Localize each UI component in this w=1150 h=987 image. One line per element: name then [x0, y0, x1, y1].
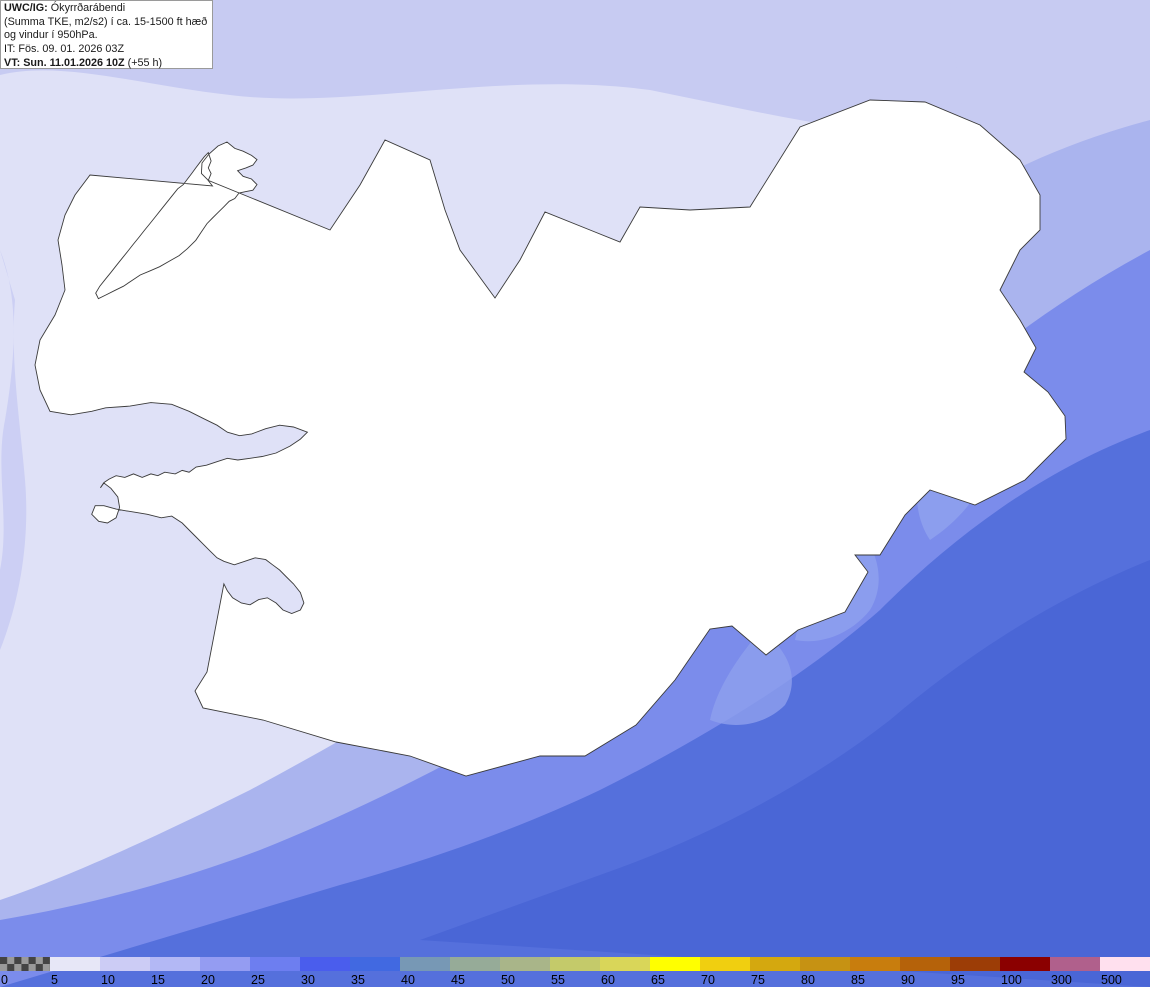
svg-text:35: 35 [351, 973, 365, 987]
svg-text:300: 300 [1051, 973, 1072, 987]
svg-text:15: 15 [151, 973, 165, 987]
svg-text:85: 85 [851, 973, 865, 987]
svg-text:60: 60 [601, 973, 615, 987]
svg-text:80: 80 [801, 973, 815, 987]
svg-text:65: 65 [651, 973, 665, 987]
svg-text:25: 25 [251, 973, 265, 987]
svg-text:55: 55 [551, 973, 565, 987]
svg-text:45: 45 [451, 973, 465, 987]
svg-text:75: 75 [751, 973, 765, 987]
svg-text:40: 40 [401, 973, 415, 987]
svg-text:0: 0 [1, 973, 8, 987]
svg-text:70: 70 [701, 973, 715, 987]
svg-text:90: 90 [901, 973, 915, 987]
svg-text:10: 10 [101, 973, 115, 987]
svg-text:95: 95 [951, 973, 965, 987]
svg-text:30: 30 [301, 973, 315, 987]
svg-text:20: 20 [201, 973, 215, 987]
svg-text:100: 100 [1001, 973, 1022, 987]
svg-text:500: 500 [1101, 973, 1122, 987]
svg-text:50: 50 [501, 973, 515, 987]
svg-text:5: 5 [51, 973, 58, 987]
